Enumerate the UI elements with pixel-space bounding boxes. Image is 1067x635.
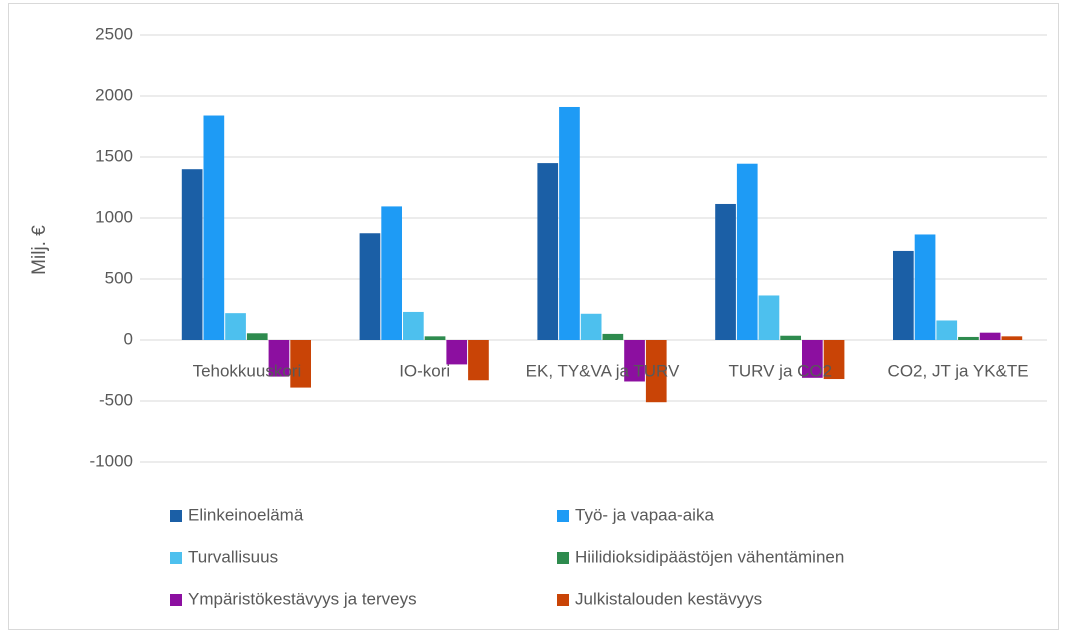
bar (758, 295, 780, 340)
y-tick-label: 1000 (95, 207, 133, 226)
bar (225, 313, 246, 340)
bar (559, 106, 580, 340)
x-tick-label: EK, TY&VA ja TURV (526, 361, 680, 380)
y-tick-label: 2000 (95, 85, 133, 104)
bar (936, 320, 958, 340)
bar (624, 340, 645, 382)
y-tick-label: -1000 (90, 451, 133, 470)
bar (1001, 336, 1023, 340)
bar (958, 336, 979, 340)
x-tick-label: IO-kori (399, 361, 450, 380)
bar (736, 163, 758, 340)
bar (823, 340, 845, 380)
x-tick-label: TURV ja CO2 (728, 361, 832, 380)
y-tick-label: 500 (105, 268, 133, 287)
legend-swatch (170, 510, 182, 522)
bar (246, 333, 268, 340)
y-tick-label: 0 (124, 329, 133, 348)
bar (602, 333, 624, 340)
legend-label: Julkistalouden kestävyys (575, 589, 762, 608)
y-tick-label: 1500 (95, 146, 133, 165)
bar (468, 340, 489, 381)
y-axis-title: Milj. € (29, 225, 50, 275)
legend-label: Elinkeinoelämä (188, 505, 304, 524)
bar (381, 206, 402, 340)
bar (424, 336, 446, 340)
y-tick-label: 2500 (95, 24, 133, 43)
bar (802, 340, 823, 378)
legend-swatch (170, 552, 182, 564)
legend-label: Turvallisuus (188, 547, 278, 566)
legend-label: Hiilidioksidipäästöjen vähentäminen (575, 547, 844, 566)
bar (203, 115, 225, 341)
bar (580, 313, 602, 340)
bar (181, 169, 203, 340)
bar (780, 335, 801, 340)
legend-swatch (557, 594, 569, 606)
bar (914, 234, 936, 340)
legend-label: Työ- ja vapaa-aika (575, 505, 714, 524)
bar (979, 332, 1001, 340)
y-tick-label: -500 (99, 390, 133, 409)
legend-swatch (557, 552, 569, 564)
legend-swatch (557, 510, 569, 522)
bar (268, 340, 290, 377)
bar (359, 233, 381, 340)
bar (893, 250, 914, 340)
bar (537, 163, 559, 340)
legend-label: Ympäristökestävyys ja terveys (188, 589, 417, 608)
bar (290, 340, 311, 388)
x-tick-label: Tehokkuuskori (193, 361, 302, 380)
bar (403, 311, 424, 340)
legend-swatch (170, 594, 182, 606)
bar (645, 340, 667, 403)
x-tick-label: CO2, JT ja YK&TE (888, 361, 1029, 380)
bar (446, 340, 468, 365)
bar (715, 203, 736, 340)
